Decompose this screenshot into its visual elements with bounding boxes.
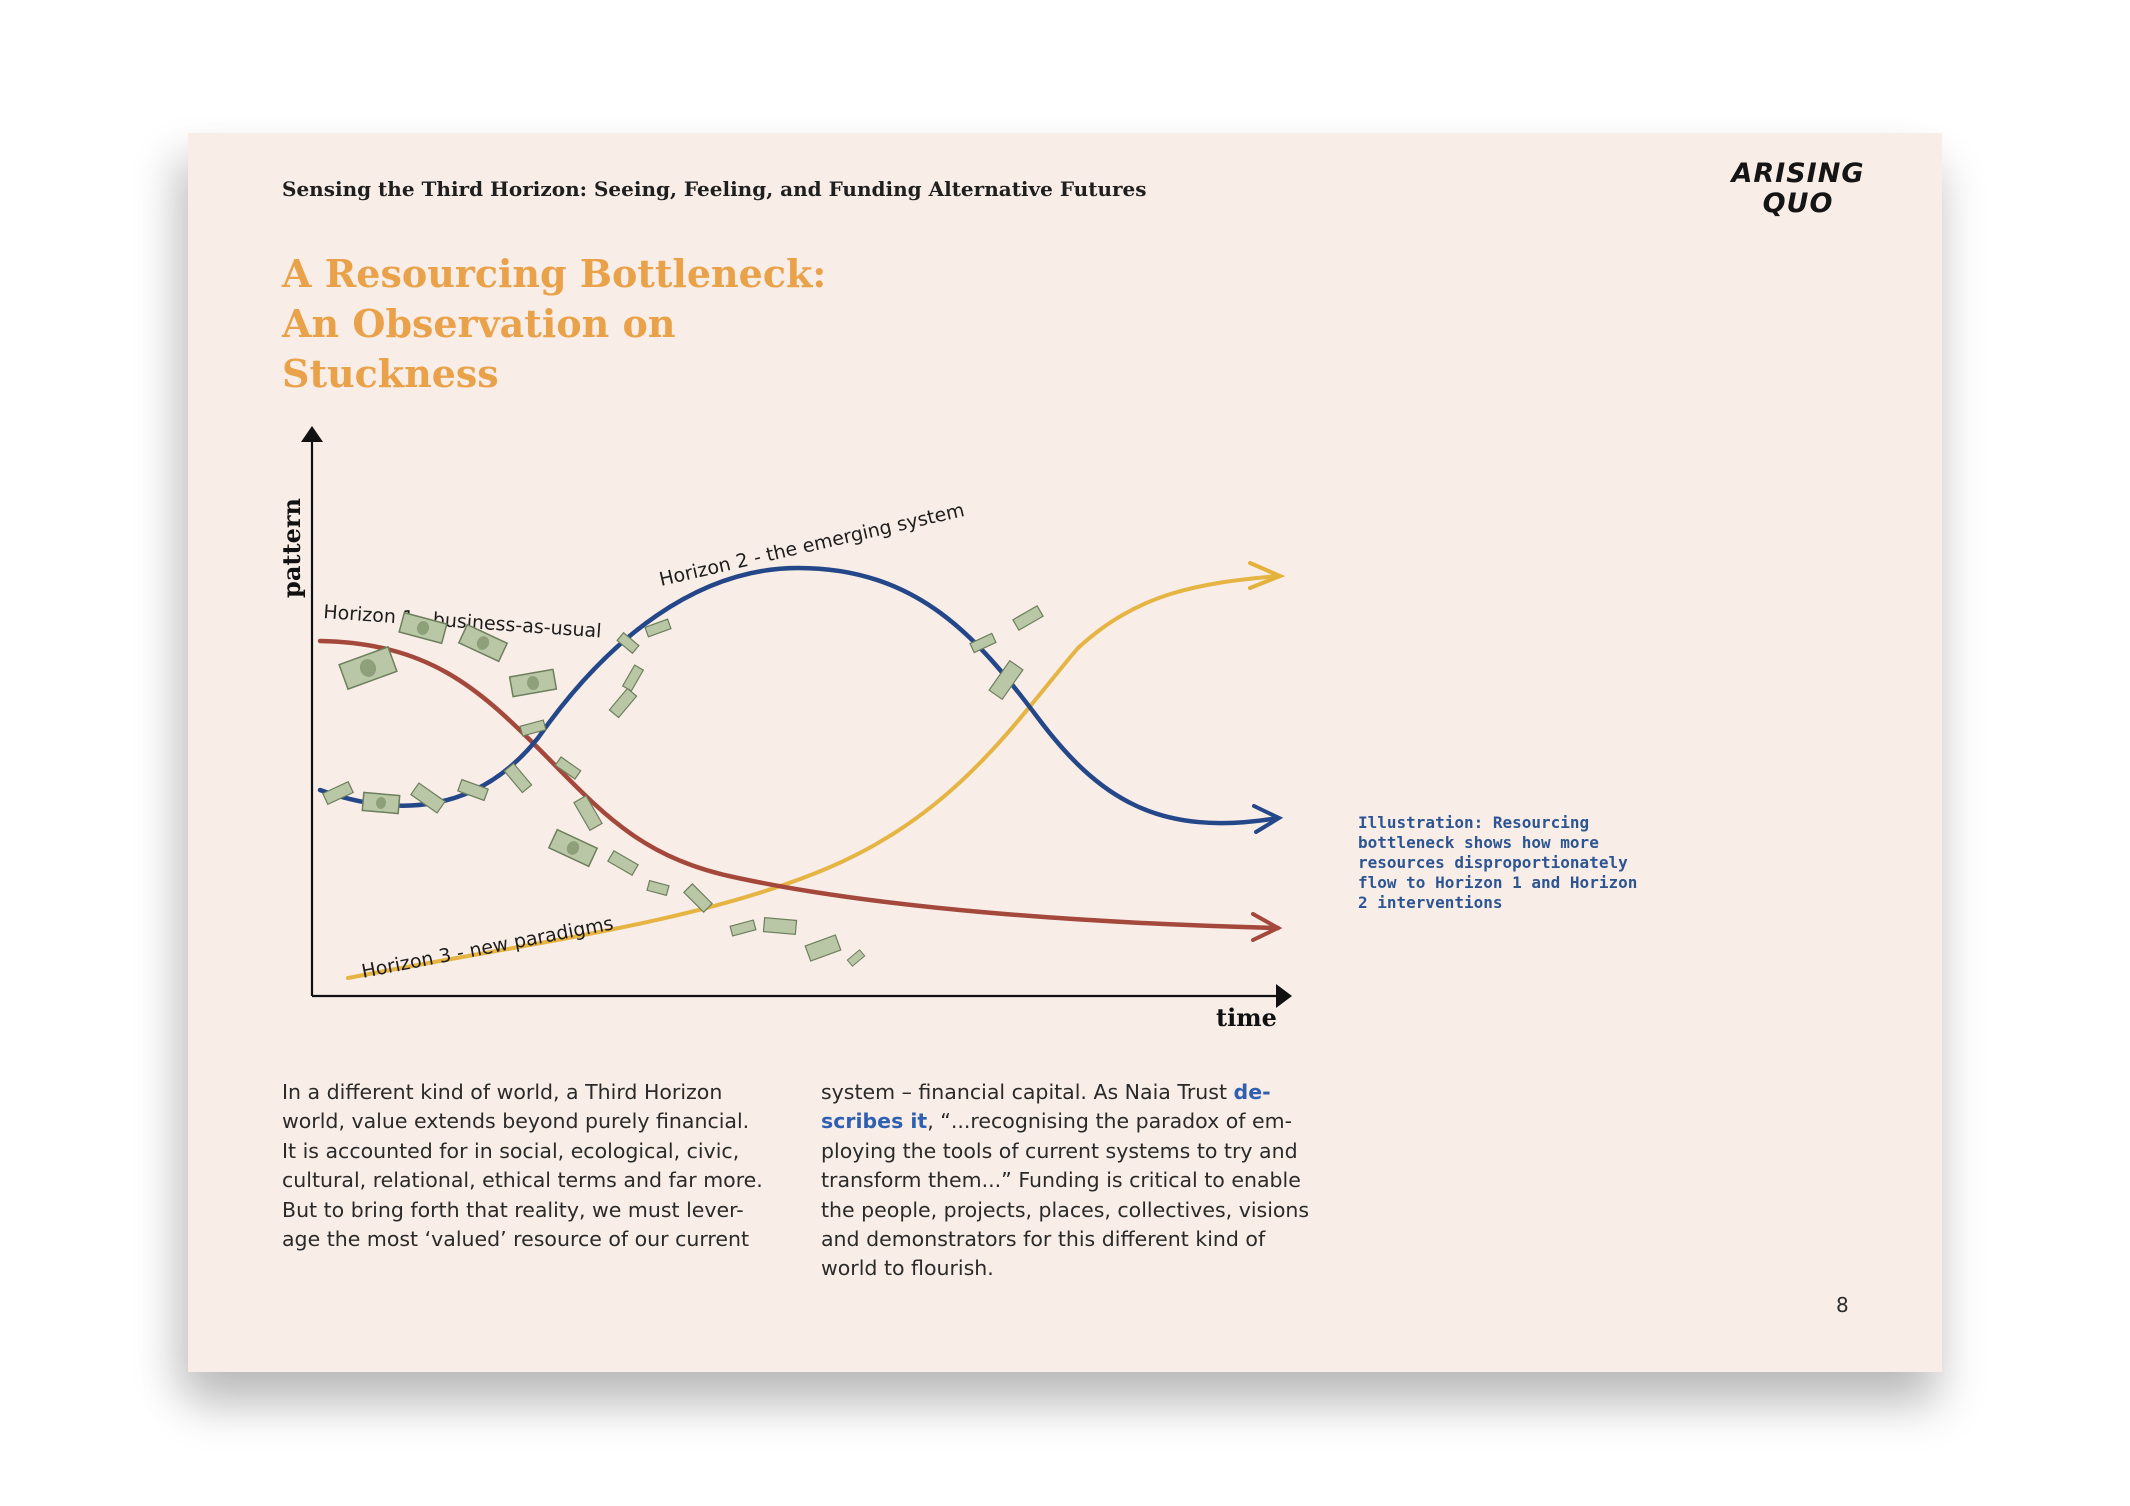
body-line: the people, projects, places, collective… <box>821 1197 1310 1222</box>
money-banknote-icon <box>616 631 640 655</box>
money-banknote-icon <box>519 719 547 737</box>
horizon-2-label: Horizon 2 - the emerging system <box>657 499 966 591</box>
body-line: In a different kind of world, a Third Ho… <box>282 1080 723 1104</box>
horizon-1-curve <box>317 638 1283 942</box>
title-line-2: An Observation on <box>282 301 676 346</box>
money-banknote-icon <box>321 780 355 806</box>
money-banknote-icon <box>762 916 798 936</box>
body-line: and demonstrators for this different kin… <box>821 1227 1266 1252</box>
money-banknote-icon <box>361 791 401 815</box>
body-text-right-column: system – financial capital. As Naia Trus… <box>821 1078 1321 1284</box>
money-banknote-icon <box>398 611 448 645</box>
title-line-3: Stuckness <box>282 351 499 396</box>
body-line: world to flourish. <box>821 1256 994 1281</box>
money-banknote-icon <box>573 794 603 832</box>
money-banknote-icon <box>608 687 638 719</box>
body-line: transform them...” Funding is critical t… <box>821 1168 1301 1193</box>
money-banknotes <box>321 604 1044 967</box>
body-text-run: , “...recognising the paradox of em- <box>927 1109 1292 1134</box>
money-banknote-icon <box>804 934 842 962</box>
money-banknote-icon <box>644 618 672 638</box>
document-page: Sensing the Third Horizon: Seeing, Feeli… <box>188 133 1942 1372</box>
money-banknote-icon <box>621 664 645 692</box>
money-banknote-icon <box>646 879 670 897</box>
body-line: age the most ‘valued’ resource of our cu… <box>282 1227 750 1252</box>
horizon-1-arrowhead-icon <box>1251 912 1283 942</box>
money-banknote-icon <box>1012 604 1044 632</box>
arising-quo-logo: ARISING QUO <box>1728 159 1868 219</box>
caption-line: resources disproportionately <box>1358 853 1628 872</box>
title-line-1: A Resourcing Bottleneck: <box>282 251 827 296</box>
money-banknote-icon <box>508 668 558 698</box>
describes-it-link[interactable]: de- <box>1233 1080 1271 1104</box>
money-banknote-icon <box>410 782 446 814</box>
body-text-run: system – financial capital. As Naia Trus… <box>821 1080 1234 1104</box>
money-banknote-icon <box>457 623 509 663</box>
money-banknote-icon <box>607 849 639 877</box>
money-banknote-icon <box>729 919 757 937</box>
body-line: scribes it, “...recognising the paradox … <box>821 1107 1321 1136</box>
running-header: Sensing the Third Horizon: Seeing, Feeli… <box>282 177 1147 201</box>
horizon-3-label: Horizon 3 - new paradigms <box>360 912 615 982</box>
page-number: 8 <box>1836 1293 1849 1317</box>
body-line: system – financial capital. As Naia Trus… <box>821 1078 1321 1107</box>
axis-y-label: pattern <box>277 498 306 598</box>
money-banknote-icon <box>969 632 997 654</box>
money-banknote-icon <box>338 645 398 691</box>
money-banknote-icon <box>554 756 582 780</box>
body-text-left-column: In a different kind of world, a Third Ho… <box>282 1078 782 1254</box>
axes <box>301 426 1292 1008</box>
money-banknote-icon <box>683 883 713 913</box>
money-banknote-icon <box>457 778 489 802</box>
horizon-3-curve <box>346 561 1286 980</box>
body-line: It is accounted for in social, ecologica… <box>282 1138 740 1163</box>
horizon-2-curve <box>317 565 1284 834</box>
logo-line-2: QUO <box>1762 188 1834 219</box>
body-line: world, value extends beyond purely finan… <box>282 1109 750 1134</box>
caption-line: 2 interventions <box>1358 893 1503 912</box>
body-line: cultural, relational, ethical terms and … <box>282 1168 763 1193</box>
money-banknote-icon <box>503 762 533 794</box>
x-axis-arrowhead-icon <box>1276 984 1292 1008</box>
axis-x-label: time <box>1216 1003 1277 1032</box>
caption-line: bottleneck shows how more <box>1358 833 1599 852</box>
page-title: A Resourcing Bottleneck: An Observation … <box>282 249 882 399</box>
horizon-3-arrowhead-icon <box>1248 561 1286 590</box>
y-axis-arrowhead-icon <box>301 426 323 442</box>
logo-line-1: ARISING <box>1731 158 1865 189</box>
three-horizons-illustration: pattern time Horizon 1 - business-as-usu… <box>277 418 1298 1032</box>
money-banknote-icon <box>547 828 599 868</box>
figure-caption: Illustration: Resourcing bottleneck show… <box>1358 813 1678 913</box>
horizon-2-arrowhead-icon <box>1252 804 1284 834</box>
caption-line: Illustration: Resourcing <box>1358 813 1590 832</box>
body-line: But to bring forth that reality, we must… <box>282 1197 744 1222</box>
caption-line: flow to Horizon 1 and Horizon <box>1358 873 1638 892</box>
money-banknote-icon <box>846 949 866 967</box>
money-banknote-icon <box>988 659 1024 701</box>
body-line: ploying the tools of current systems to … <box>821 1138 1298 1163</box>
describes-it-link-continued[interactable]: scribes it <box>821 1109 928 1134</box>
